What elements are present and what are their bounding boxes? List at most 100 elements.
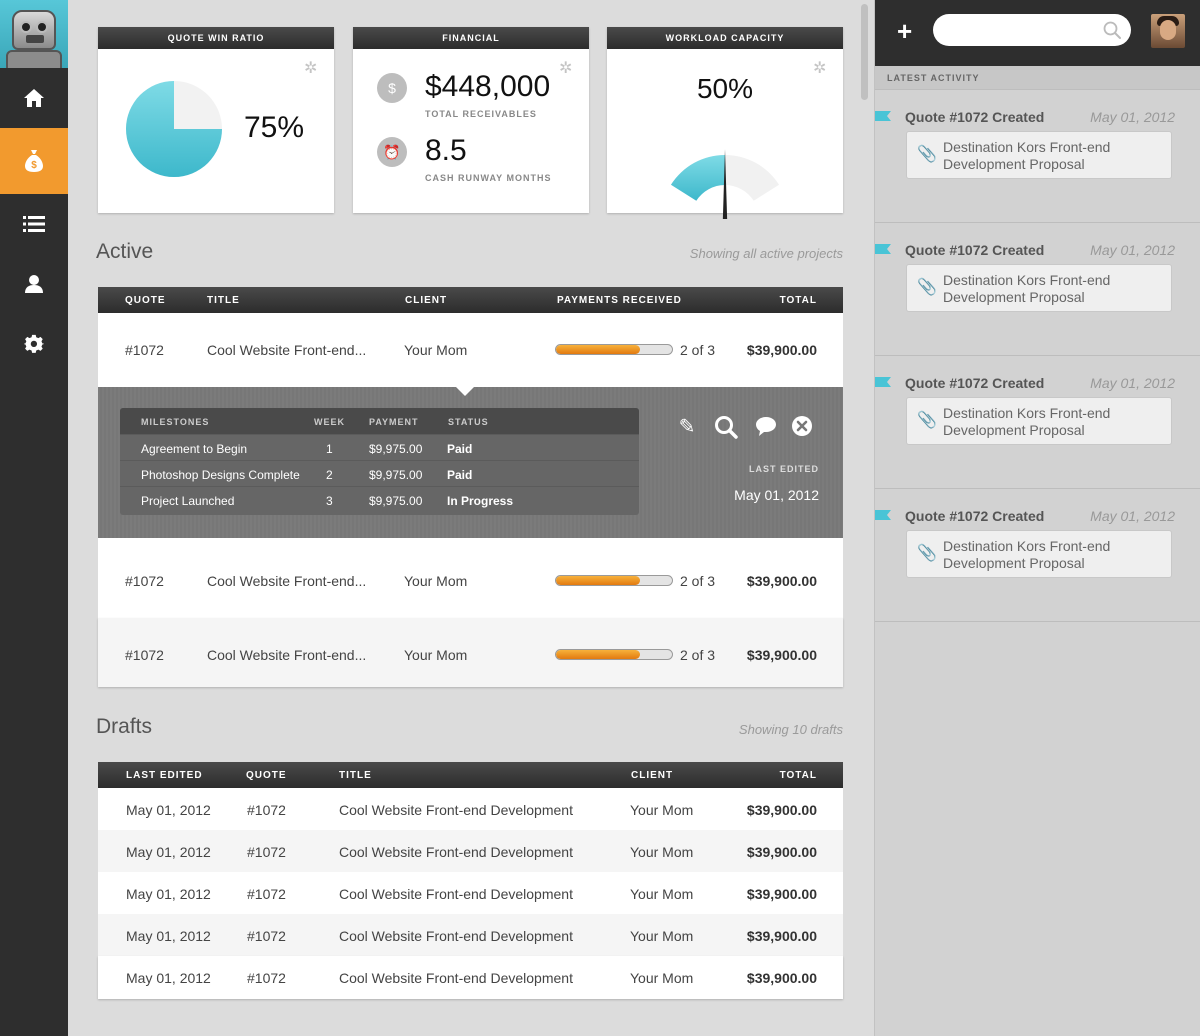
paperclip-icon: 📎	[917, 412, 937, 429]
attachment-card[interactable]: 📎 Destination Kors Front-end Development…	[906, 131, 1172, 179]
col-title[interactable]: TITLE	[207, 295, 240, 306]
draft-client: Your Mom	[630, 886, 694, 902]
main-scrollbar[interactable]	[861, 4, 868, 100]
milestone-row: Photoshop Designs Complete 2 $9,975.00 P…	[120, 460, 639, 486]
draft-total: $39,900.00	[746, 970, 817, 986]
table-row[interactable]: May 01, 2012 #1072 Cool Website Front-en…	[98, 830, 843, 872]
nav-user[interactable]	[0, 254, 68, 314]
col-title[interactable]: TITLE	[339, 770, 372, 781]
table-row[interactable]: May 01, 2012 #1072 Cool Website Front-en…	[98, 872, 843, 914]
alarm-clock-icon: ⏰	[377, 137, 407, 167]
attachment-name: Destination Kors Front-end Development P…	[943, 405, 1111, 438]
close-icon[interactable]	[790, 415, 814, 439]
milestones-table: MILESTONES WEEK PAYMENT STATUS Agreement…	[120, 408, 639, 515]
card-settings-gear-icon[interactable]: ✲	[304, 60, 318, 77]
nav-quotes[interactable]: $	[0, 128, 68, 194]
row-title: Cool Website Front-end...	[207, 342, 367, 358]
svg-text:$: $	[31, 160, 37, 171]
draft-title: Cool Website Front-end Development	[339, 886, 573, 902]
activity-date: May 01, 2012	[1090, 109, 1175, 125]
col-payments[interactable]: PAYMENTS RECEIVED	[557, 295, 682, 306]
detail-pointer	[455, 386, 475, 396]
activity-title[interactable]: Quote #1072 Created	[905, 242, 1045, 258]
left-nav: $	[0, 0, 68, 1036]
list-icon	[23, 216, 45, 232]
draft-total: $39,900.00	[746, 844, 817, 860]
active-section-title: Active	[96, 240, 154, 263]
activity-item: Quote #1072 Created May 01, 2012 📎 Desti…	[875, 356, 1200, 489]
activity-title[interactable]: Quote #1072 Created	[905, 375, 1045, 391]
row-total: $39,900.00	[746, 647, 817, 663]
milestone-name: Photoshop Designs Complete	[141, 468, 300, 482]
last-edited-value: May 01, 2012	[734, 487, 819, 503]
attachment-card[interactable]: 📎 Destination Kors Front-end Development…	[906, 264, 1172, 312]
activity-title[interactable]: Quote #1072 Created	[905, 109, 1045, 125]
card-settings-gear-icon[interactable]: ✲	[559, 60, 573, 77]
draft-last-edited: May 01, 2012	[126, 928, 211, 944]
latest-activity-label: LATEST ACTIVITY	[875, 66, 1200, 90]
payment-progress-bar	[555, 649, 673, 660]
search-icon[interactable]	[1103, 21, 1121, 39]
workload-capacity-card: WORKLOAD CAPACITY ✲ 50%	[607, 27, 843, 219]
workload-gauge	[670, 149, 780, 219]
col-week: WEEK	[314, 417, 345, 427]
table-row[interactable]: #1072 Cool Website Front-end... Your Mom…	[98, 538, 843, 618]
draft-quote: #1072	[247, 844, 286, 860]
draft-last-edited: May 01, 2012	[126, 844, 211, 860]
nav-settings[interactable]	[0, 314, 68, 374]
card-title: WORKLOAD CAPACITY	[607, 27, 843, 49]
attachment-name: Destination Kors Front-end Development P…	[943, 538, 1111, 571]
card-settings-gear-icon[interactable]: ✲	[813, 60, 827, 77]
gauge-fill	[670, 155, 725, 201]
attachment-name: Destination Kors Front-end Development P…	[943, 139, 1111, 172]
activity-date: May 01, 2012	[1090, 242, 1175, 258]
paperclip-icon: 📎	[917, 146, 937, 163]
home-icon	[24, 89, 44, 107]
table-row[interactable]: #1072 Cool Website Front-end... Your Mom…	[98, 618, 843, 687]
draft-quote: #1072	[247, 886, 286, 902]
table-row[interactable]: May 01, 2012 #1072 Cool Website Front-en…	[98, 956, 843, 999]
row-client: Your Mom	[404, 647, 468, 663]
user-icon	[25, 275, 43, 293]
col-last-edited[interactable]: LAST EDITED	[126, 770, 203, 781]
user-avatar[interactable]	[1151, 14, 1185, 48]
nav-home[interactable]	[0, 68, 68, 128]
flag-icon	[875, 244, 891, 254]
win-ratio-value: 75%	[244, 111, 305, 144]
draft-last-edited: May 01, 2012	[126, 802, 211, 818]
draft-quote: #1072	[247, 970, 286, 986]
table-row[interactable]: #1072 Cool Website Front-end... Your Mom…	[98, 313, 843, 387]
col-client[interactable]: CLIENT	[405, 295, 448, 306]
activity-title[interactable]: Quote #1072 Created	[905, 508, 1045, 524]
col-total[interactable]: TOTAL	[779, 770, 817, 781]
comment-icon[interactable]	[754, 415, 778, 439]
attachment-card[interactable]: 📎 Destination Kors Front-end Development…	[906, 397, 1172, 445]
search-input[interactable]	[933, 14, 1131, 46]
flag-icon	[875, 111, 891, 121]
nav-list[interactable]	[0, 194, 68, 254]
flag-icon	[875, 377, 891, 387]
add-plus-icon[interactable]: +	[897, 16, 913, 46]
col-quote[interactable]: QUOTE	[246, 770, 287, 781]
draft-last-edited: May 01, 2012	[126, 886, 211, 902]
row-total: $39,900.00	[746, 342, 817, 358]
active-table-header: QUOTE TITLE CLIENT PAYMENTS RECEIVED TOT…	[98, 287, 843, 313]
quote-win-ratio-card: QUOTE WIN RATIO ✲ 75%	[98, 27, 334, 213]
col-status: STATUS	[448, 417, 489, 427]
col-client[interactable]: CLIENT	[631, 770, 674, 781]
payment-progress-bar	[555, 344, 673, 355]
table-row[interactable]: May 01, 2012 #1072 Cool Website Front-en…	[98, 914, 843, 956]
col-quote[interactable]: QUOTE	[125, 295, 166, 306]
edit-pencil-icon[interactable]: ✎	[678, 416, 696, 438]
attachment-card[interactable]: 📎 Destination Kors Front-end Development…	[906, 530, 1172, 578]
milestone-status: Paid	[447, 468, 473, 482]
row-progress-text: 2 of 3	[680, 647, 716, 663]
milestone-row: Agreement to Begin 1 $9,975.00 Paid	[120, 434, 639, 460]
search-icon[interactable]	[714, 415, 738, 439]
table-row[interactable]: May 01, 2012 #1072 Cool Website Front-en…	[98, 788, 843, 830]
milestone-week: 3	[326, 494, 333, 508]
robot-logo[interactable]	[0, 0, 68, 68]
sidebar-toolbar: +	[875, 0, 1200, 66]
draft-title: Cool Website Front-end Development	[339, 928, 573, 944]
col-total[interactable]: TOTAL	[779, 295, 817, 306]
